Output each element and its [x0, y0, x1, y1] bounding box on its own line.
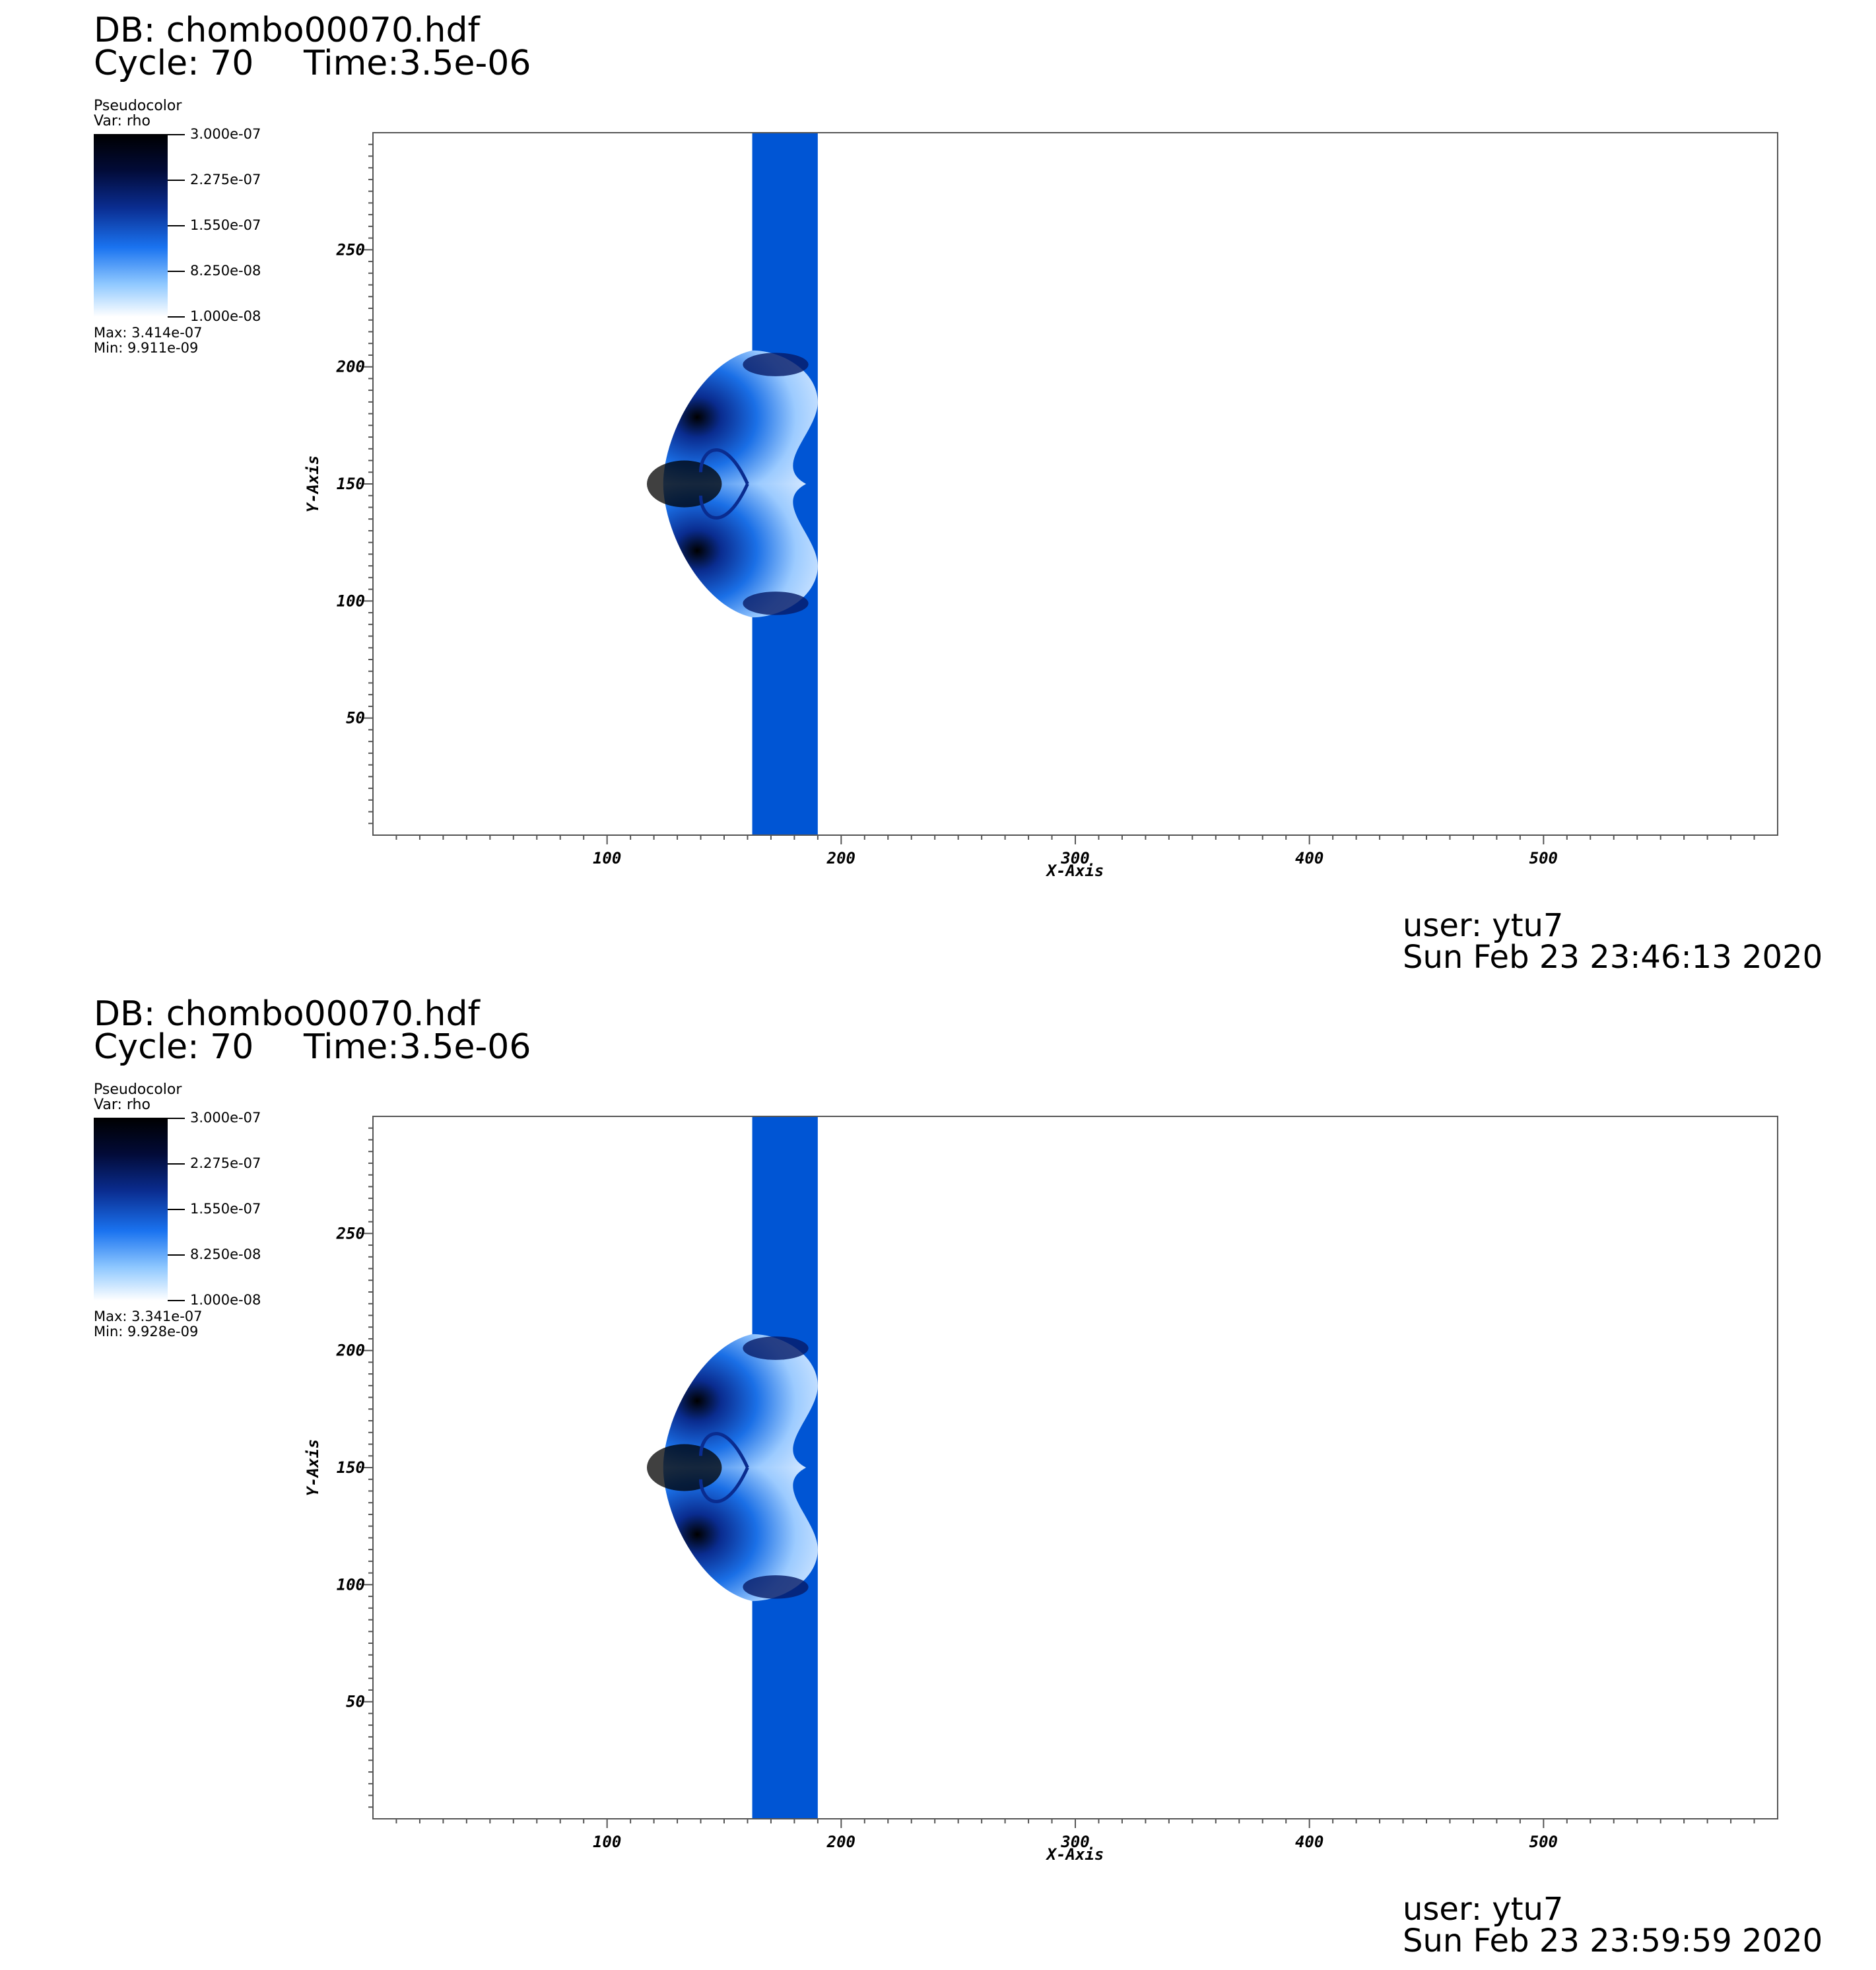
legend-min: Min: 9.928e-09	[94, 1324, 199, 1340]
y-tick-label: 150	[337, 475, 365, 493]
colorbar-label: 3.000e-07	[190, 1110, 261, 1126]
y-tick-labels: 50 100 150 200 250	[336, 240, 365, 727]
colorbar-label: 8.250e-08	[190, 1246, 261, 1262]
y-tick-label: 150	[337, 1458, 365, 1477]
legend-variable: Var: rho	[94, 1097, 151, 1113]
colorbar	[94, 1118, 168, 1301]
lower-cap	[743, 1575, 809, 1599]
colorbar-label: 1.000e-08	[190, 1292, 261, 1308]
colorbar-tick	[168, 271, 185, 272]
colorbar-tick	[168, 1254, 185, 1256]
colorbar-label: 8.250e-08	[190, 263, 261, 279]
colorbar-label: 1.550e-07	[190, 217, 261, 233]
plot-frame	[372, 1116, 1778, 1819]
colorbar-tick	[168, 1209, 185, 1210]
database-title: DB: chombo00070.hdf	[94, 11, 480, 50]
x-tick-label: 200	[826, 849, 855, 867]
x-tick-label: 300	[1060, 1833, 1089, 1851]
upper-cap	[743, 1336, 809, 1360]
upper-cap	[743, 353, 809, 376]
cycle-value: Cycle: 70	[94, 44, 254, 83]
y-tick-label: 50	[346, 1693, 365, 1711]
axis-ticks	[364, 1127, 1755, 1828]
density-field	[646, 1116, 818, 1819]
cycle-label: Cycle: 70 Time:3.5e-06	[94, 1027, 531, 1067]
inner-arc-lower	[699, 483, 749, 520]
cycle-value: Cycle: 70	[94, 1027, 254, 1067]
legend-title: Pseudocolor	[94, 1081, 182, 1098]
x-tick-label: 400	[1295, 1833, 1323, 1851]
x-tick-labels: 100 200 300 400 500	[593, 1833, 1558, 1851]
plot-frame	[372, 132, 1778, 836]
pseudocolor-plot: 100 200 300 400 500 50 100 150 200 250 X-Axis Y-…	[304, 132, 1778, 880]
date-label: Sun Feb 23 23:46:13 2020	[1403, 939, 1823, 976]
lower-cap	[743, 592, 809, 615]
colorbar-tick	[168, 1300, 185, 1301]
y-tick-label: 250	[336, 1224, 365, 1242]
shock-core	[646, 460, 722, 508]
colorbar-tick	[168, 134, 185, 135]
legend-title: Pseudocolor	[94, 98, 182, 114]
inner-arc-lower	[699, 1466, 749, 1503]
y-tick-label: 250	[336, 240, 365, 259]
x-tick-label: 500	[1529, 1833, 1558, 1851]
x-axis-title: X-Axis	[1046, 1845, 1104, 1864]
x-tick-label: 400	[1295, 849, 1323, 867]
colorbar-tick	[168, 180, 185, 181]
y-tick-label: 200	[336, 358, 365, 376]
colorbar-label: 2.275e-07	[190, 1155, 261, 1171]
legend-max: Max: 3.414e-07	[94, 325, 203, 341]
colorbar-tick	[168, 316, 185, 318]
plot-panel-2: DB: chombo00070.hdf Cycle: 70 Time:3.5e-…	[0, 984, 1876, 1969]
colorbar-tick	[168, 1118, 185, 1119]
inner-arc-upper	[699, 1432, 749, 1469]
colorbar-tick	[168, 225, 185, 226]
y-axis-title: Y-Axis	[304, 1439, 322, 1497]
cycle-label: Cycle: 70 Time:3.5e-06	[94, 44, 531, 83]
plot-panel-1: DB: chombo00070.hdf Cycle: 70 Time:3.5e-…	[94, 11, 1823, 976]
legend-max: Max: 3.341e-07	[94, 1308, 203, 1324]
colorbar-label: 2.275e-07	[190, 172, 261, 187]
y-tick-labels: 50 100 150 200 250	[336, 1224, 365, 1711]
date-label: Sun Feb 23 23:59:59 2020	[1403, 1922, 1823, 1959]
x-tick-label: 100	[593, 1833, 621, 1851]
colorbar-label: 3.000e-07	[190, 126, 261, 142]
time-value: Time:3.5e-06	[304, 44, 531, 83]
legend-min: Min: 9.911e-09	[94, 340, 199, 356]
inner-arc-upper	[699, 448, 749, 485]
axis-ticks	[364, 143, 1755, 844]
x-axis-title: X-Axis	[1046, 862, 1104, 880]
bubble-lower-lobe	[663, 484, 818, 618]
time-value: Time:3.5e-06	[304, 1027, 531, 1067]
y-axis-title: Y-Axis	[304, 456, 322, 513]
y-tick-label: 50	[346, 709, 365, 728]
y-tick-label: 100	[337, 1575, 365, 1594]
colorbar-tick	[168, 1163, 185, 1165]
density-field	[646, 133, 818, 835]
x-tick-label: 100	[593, 849, 621, 867]
x-tick-label: 200	[826, 1833, 855, 1851]
x-tick-label: 300	[1060, 849, 1089, 867]
database-title: DB: chombo00070.hdf	[94, 994, 480, 1034]
colorbar	[94, 134, 168, 317]
y-tick-label: 100	[337, 592, 365, 610]
y-tick-label: 200	[336, 1342, 365, 1360]
bubble-upper-lobe	[663, 1334, 818, 1468]
user-label: user: ytu7	[1403, 1891, 1564, 1928]
colorbar-label: 1.550e-07	[190, 1201, 261, 1217]
legend-variable: Var: rho	[94, 113, 151, 129]
user-label: user: ytu7	[1403, 907, 1564, 944]
pseudocolor-plot: 100 200 300 400 500 50 100 150 200 250 X-Axis Y-…	[304, 1116, 1778, 1864]
colorbar-label: 1.000e-08	[190, 308, 261, 324]
bubble-lower-lobe	[663, 1468, 818, 1602]
x-tick-label: 500	[1529, 849, 1558, 867]
x-tick-labels: 100 200 300 400 500	[593, 849, 1558, 867]
bubble-upper-lobe	[663, 350, 818, 484]
shock-core	[646, 1444, 722, 1491]
